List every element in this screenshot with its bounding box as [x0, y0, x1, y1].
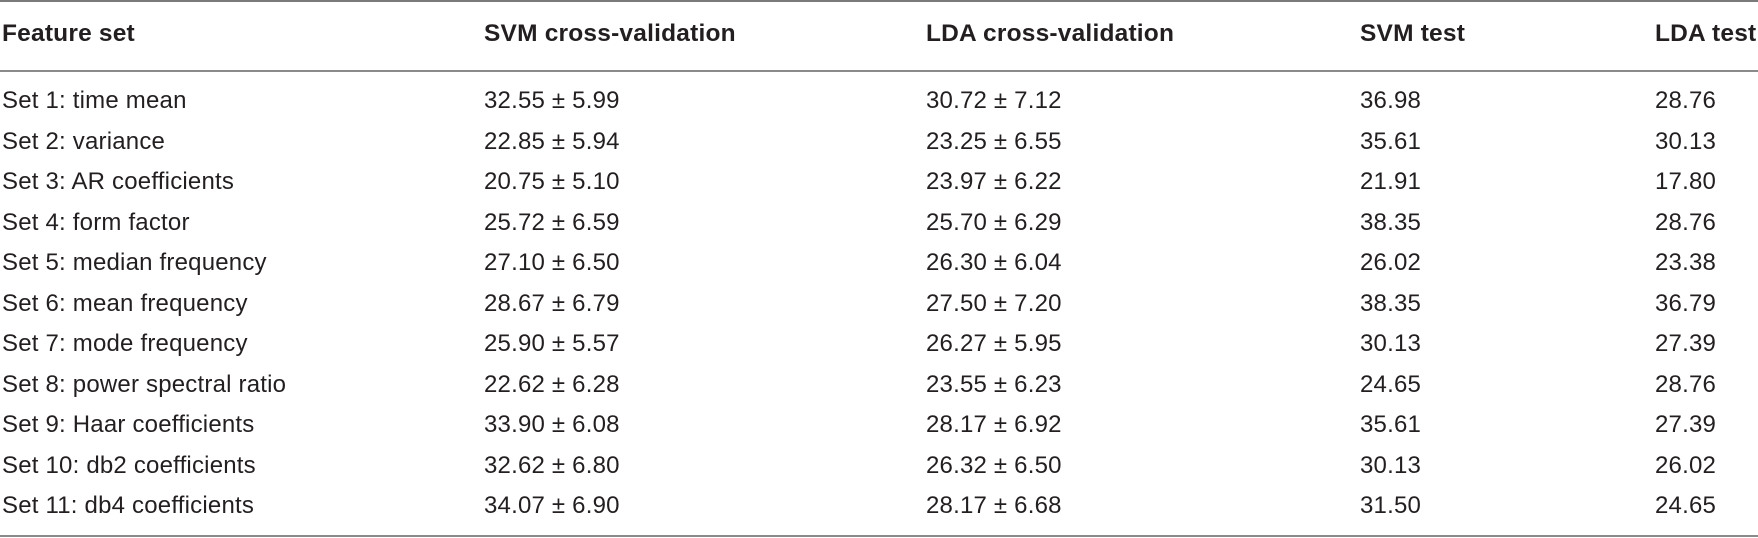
cell-svm-cross-validation: 32.62 ± 6.80: [484, 451, 620, 479]
cell-svm-test: 30.13: [1360, 330, 1422, 357]
cell-svm-cross-validation: 20.75 ± 5.10: [484, 168, 620, 195]
cell-lda-cross-validation: 30.72 ± 7.12: [926, 87, 1062, 114]
table-row: Set 2: variance 22.85 ± 5.94 23.25 ± 6.55 3…: [0, 122, 1758, 162]
cell-svm-test: 35.61: [1360, 127, 1422, 155]
cell-svm-cross-validation: 25.72 ± 6.59: [484, 208, 620, 236]
table-row: Set 5: median frequency 27.10 ± 6.50 26.30…: [0, 243, 1758, 283]
header-rule: [0, 70, 1758, 72]
cell-svm-test: 26.02: [1360, 249, 1422, 276]
cell-svm-cross-validation: 34.07 ± 6.90: [484, 492, 620, 519]
cell-svm-cross-validation: 25.90 ± 5.57: [484, 330, 620, 357]
cell-lda-test: 23.38: [1655, 249, 1717, 276]
table-row: Set 6: mean frequency 28.67 ± 6.79 27.50 ±…: [0, 284, 1758, 324]
cell-svm-test: 36.98: [1360, 87, 1422, 114]
cell-feature-set: Set 9: Haar coefficients: [2, 411, 255, 438]
cell-lda-cross-validation: 23.97 ± 6.22: [926, 168, 1062, 195]
table-row: Set 11: db4 coefficients 34.07 ± 6.90 28.1…: [0, 486, 1758, 526]
cell-lda-test: 27.39: [1655, 411, 1717, 438]
cell-svm-cross-validation: 28.67 ± 6.79: [484, 289, 620, 317]
cell-lda-cross-validation: 25.70 ± 6.29: [926, 208, 1062, 236]
cell-svm-cross-validation: 32.55 ± 5.99: [484, 87, 620, 114]
cell-lda-cross-validation: 28.17 ± 6.92: [926, 411, 1062, 438]
cell-lda-test: 26.02: [1655, 451, 1717, 479]
cell-lda-cross-validation: 26.30 ± 6.04: [926, 249, 1062, 276]
cell-feature-set: Set 11: db4 coefficients: [2, 492, 255, 519]
cell-lda-test: 24.65: [1655, 492, 1717, 519]
cell-feature-set: Set 2: variance: [2, 127, 166, 155]
cell-svm-test: 30.13: [1360, 451, 1422, 479]
cell-svm-test: 35.61: [1360, 411, 1422, 438]
header-feature-set: Feature set: [2, 20, 135, 47]
cell-feature-set: Set 10: db2 coefficients: [2, 451, 256, 479]
table-row: Set 7: mode frequency 25.90 ± 5.57 26.27 ±…: [0, 324, 1758, 364]
cell-svm-test: 31.50: [1360, 492, 1422, 519]
cell-lda-test: 17.80: [1655, 168, 1717, 195]
bottom-rule: [0, 535, 1758, 537]
cell-lda-test: 30.13: [1655, 127, 1717, 155]
cell-lda-cross-validation: 28.17 ± 6.68: [926, 492, 1062, 519]
cell-svm-test: 38.35: [1360, 289, 1422, 317]
table-row: Set 9: Haar coefficients 33.90 ± 6.08 28.1…: [0, 405, 1758, 445]
cell-svm-cross-validation: 22.62 ± 6.28: [484, 370, 620, 398]
cell-feature-set: Set 4: form factor: [2, 208, 190, 236]
cell-lda-test: 28.76: [1655, 208, 1717, 236]
cell-svm-test: 38.35: [1360, 208, 1422, 236]
cell-svm-test: 21.91: [1360, 168, 1422, 195]
cell-lda-test: 27.39: [1655, 330, 1717, 357]
cell-lda-test: 28.76: [1655, 370, 1717, 398]
header-lda-test: LDA test: [1655, 20, 1757, 47]
table-row: Set 10: db2 coefficients 32.62 ± 6.80 26.3…: [0, 446, 1758, 486]
table-row: Set 8: power spectral ratio 22.62 ± 6.28 2…: [0, 365, 1758, 405]
cell-svm-cross-validation: 27.10 ± 6.50: [484, 249, 620, 276]
cell-lda-cross-validation: 23.55 ± 6.23: [926, 370, 1062, 398]
cell-lda-cross-validation: 26.27 ± 5.95: [926, 330, 1062, 357]
cell-feature-set: Set 8: power spectral ratio: [2, 370, 287, 398]
cell-svm-cross-validation: 33.90 ± 6.08: [484, 411, 620, 438]
cell-feature-set: Set 1: time mean: [2, 87, 187, 114]
cell-lda-test: 28.76: [1655, 87, 1717, 114]
cell-lda-cross-validation: 23.25 ± 6.55: [926, 127, 1062, 155]
table-row: Set 4: form factor 25.72 ± 6.59 25.70 ± 6.…: [0, 203, 1758, 243]
cell-feature-set: Set 5: median frequency: [2, 249, 267, 276]
top-rule: [0, 0, 1758, 2]
cell-lda-test: 36.79: [1655, 289, 1717, 317]
header-svm-test: SVM test: [1360, 20, 1466, 47]
cell-lda-cross-validation: 27.50 ± 7.20: [926, 289, 1062, 317]
cell-feature-set: Set 6: mean frequency: [2, 289, 248, 317]
cell-feature-set: Set 7: mode frequency: [2, 330, 248, 357]
table-row: Set 1: time mean 32.55 ± 5.99 30.72 ± 7.12…: [0, 81, 1758, 121]
table-header-row: Feature set SVM cross-validation LDA cro…: [0, 12, 1758, 56]
header-svm-cross-validation: SVM cross-validation: [484, 20, 736, 47]
cell-svm-cross-validation: 22.85 ± 5.94: [484, 127, 620, 155]
cell-feature-set: Set 3: AR coefficients: [2, 168, 235, 195]
cell-svm-test: 24.65: [1360, 370, 1422, 398]
table-row: Set 3: AR coefficients 20.75 ± 5.10 23.97 …: [0, 162, 1758, 202]
header-lda-cross-validation: LDA cross-validation: [926, 20, 1175, 47]
cell-lda-cross-validation: 26.32 ± 6.50: [926, 451, 1062, 479]
